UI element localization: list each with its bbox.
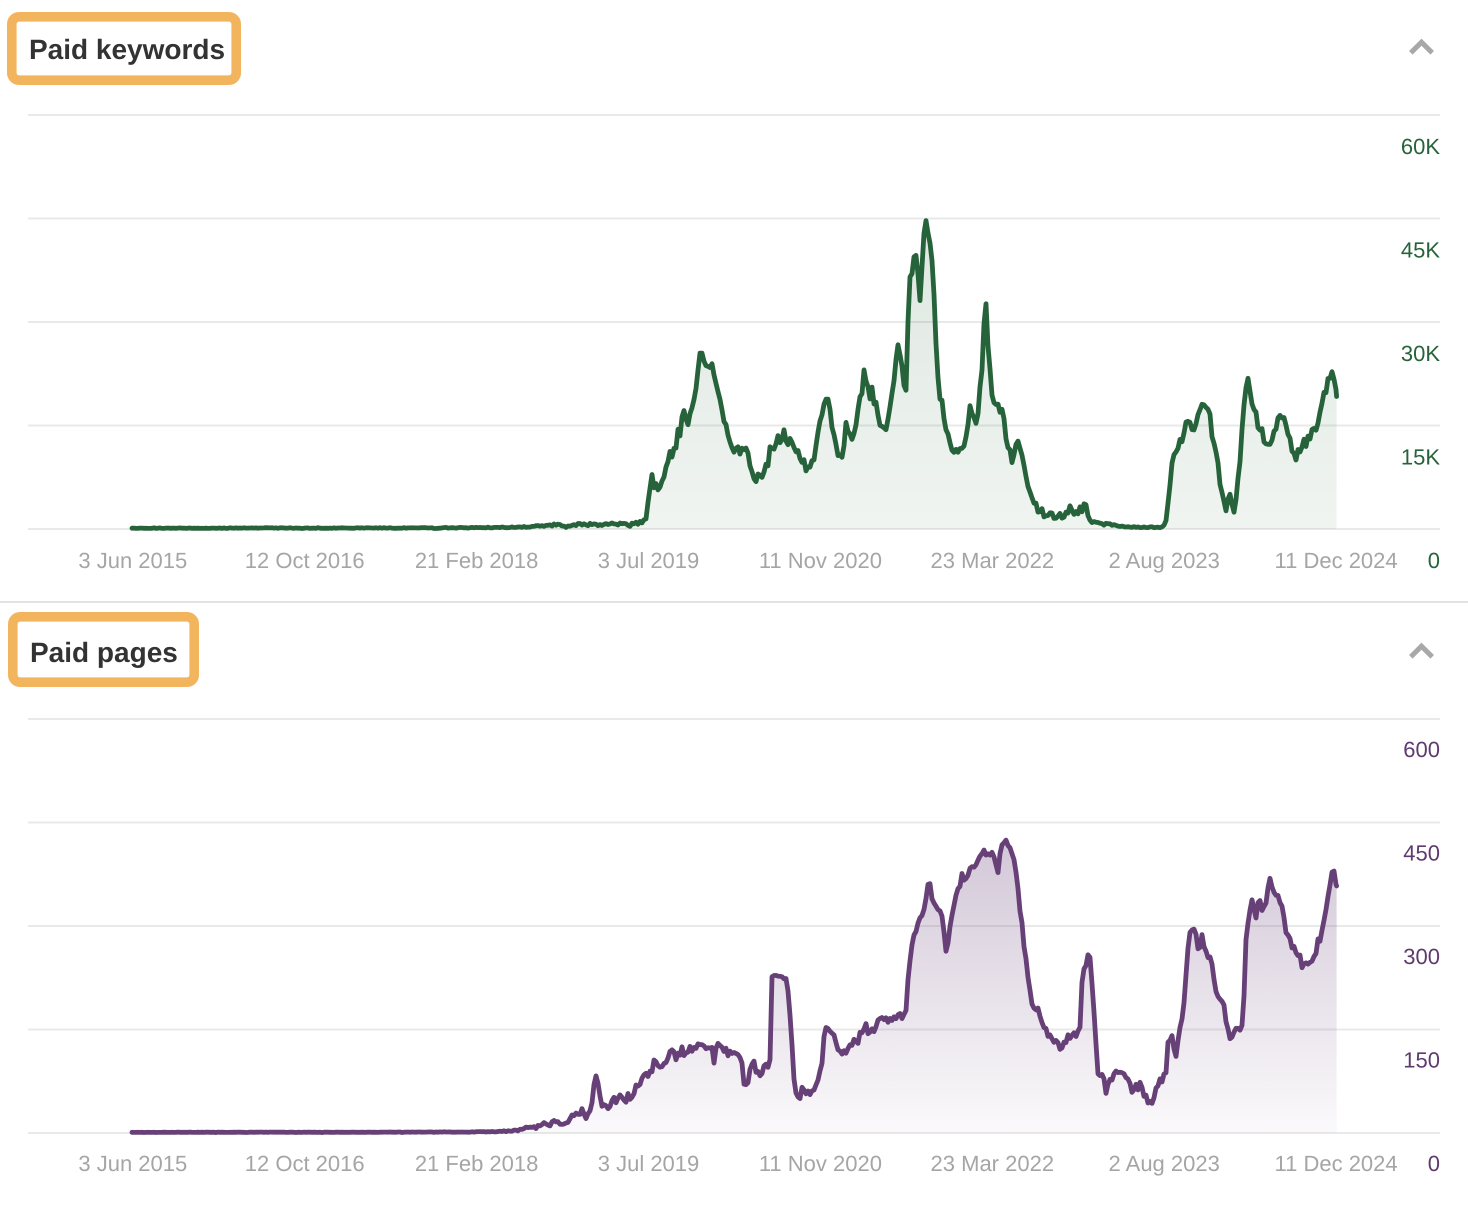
- svg-text:60K: 60K: [1401, 134, 1440, 159]
- svg-text:11 Nov 2020: 11 Nov 2020: [759, 548, 882, 573]
- svg-text:3 Jul 2019: 3 Jul 2019: [598, 1151, 700, 1176]
- svg-text:21 Feb 2018: 21 Feb 2018: [415, 1151, 539, 1176]
- svg-text:30K: 30K: [1401, 341, 1440, 366]
- svg-text:23 Mar 2022: 23 Mar 2022: [931, 548, 1055, 573]
- svg-text:21 Feb 2018: 21 Feb 2018: [415, 548, 539, 573]
- svg-text:Paid keywords: Paid keywords: [29, 34, 225, 65]
- svg-text:11 Nov 2020: 11 Nov 2020: [759, 1151, 882, 1176]
- svg-text:3 Jul 2019: 3 Jul 2019: [598, 548, 700, 573]
- svg-text:11 Dec 2024: 11 Dec 2024: [1275, 1151, 1398, 1176]
- svg-text:600: 600: [1403, 737, 1440, 762]
- svg-text:3 Jun 2015: 3 Jun 2015: [78, 1151, 187, 1176]
- svg-text:2 Aug 2023: 2 Aug 2023: [1109, 548, 1220, 573]
- svg-text:150: 150: [1403, 1048, 1440, 1073]
- svg-text:450: 450: [1403, 841, 1440, 866]
- svg-text:15K: 15K: [1401, 445, 1440, 470]
- svg-text:300: 300: [1403, 944, 1440, 969]
- svg-text:2 Aug 2023: 2 Aug 2023: [1109, 1151, 1220, 1176]
- svg-text:11 Dec 2024: 11 Dec 2024: [1275, 548, 1398, 573]
- svg-text:45K: 45K: [1401, 238, 1440, 263]
- svg-text:23 Mar 2022: 23 Mar 2022: [931, 1151, 1055, 1176]
- svg-text:0: 0: [1428, 548, 1440, 573]
- svg-text:3 Jun 2015: 3 Jun 2015: [78, 548, 187, 573]
- svg-text:0: 0: [1428, 1151, 1440, 1176]
- svg-text:12 Oct 2016: 12 Oct 2016: [245, 1151, 365, 1176]
- svg-text:12 Oct 2016: 12 Oct 2016: [245, 548, 365, 573]
- svg-text:Paid pages: Paid pages: [30, 637, 178, 668]
